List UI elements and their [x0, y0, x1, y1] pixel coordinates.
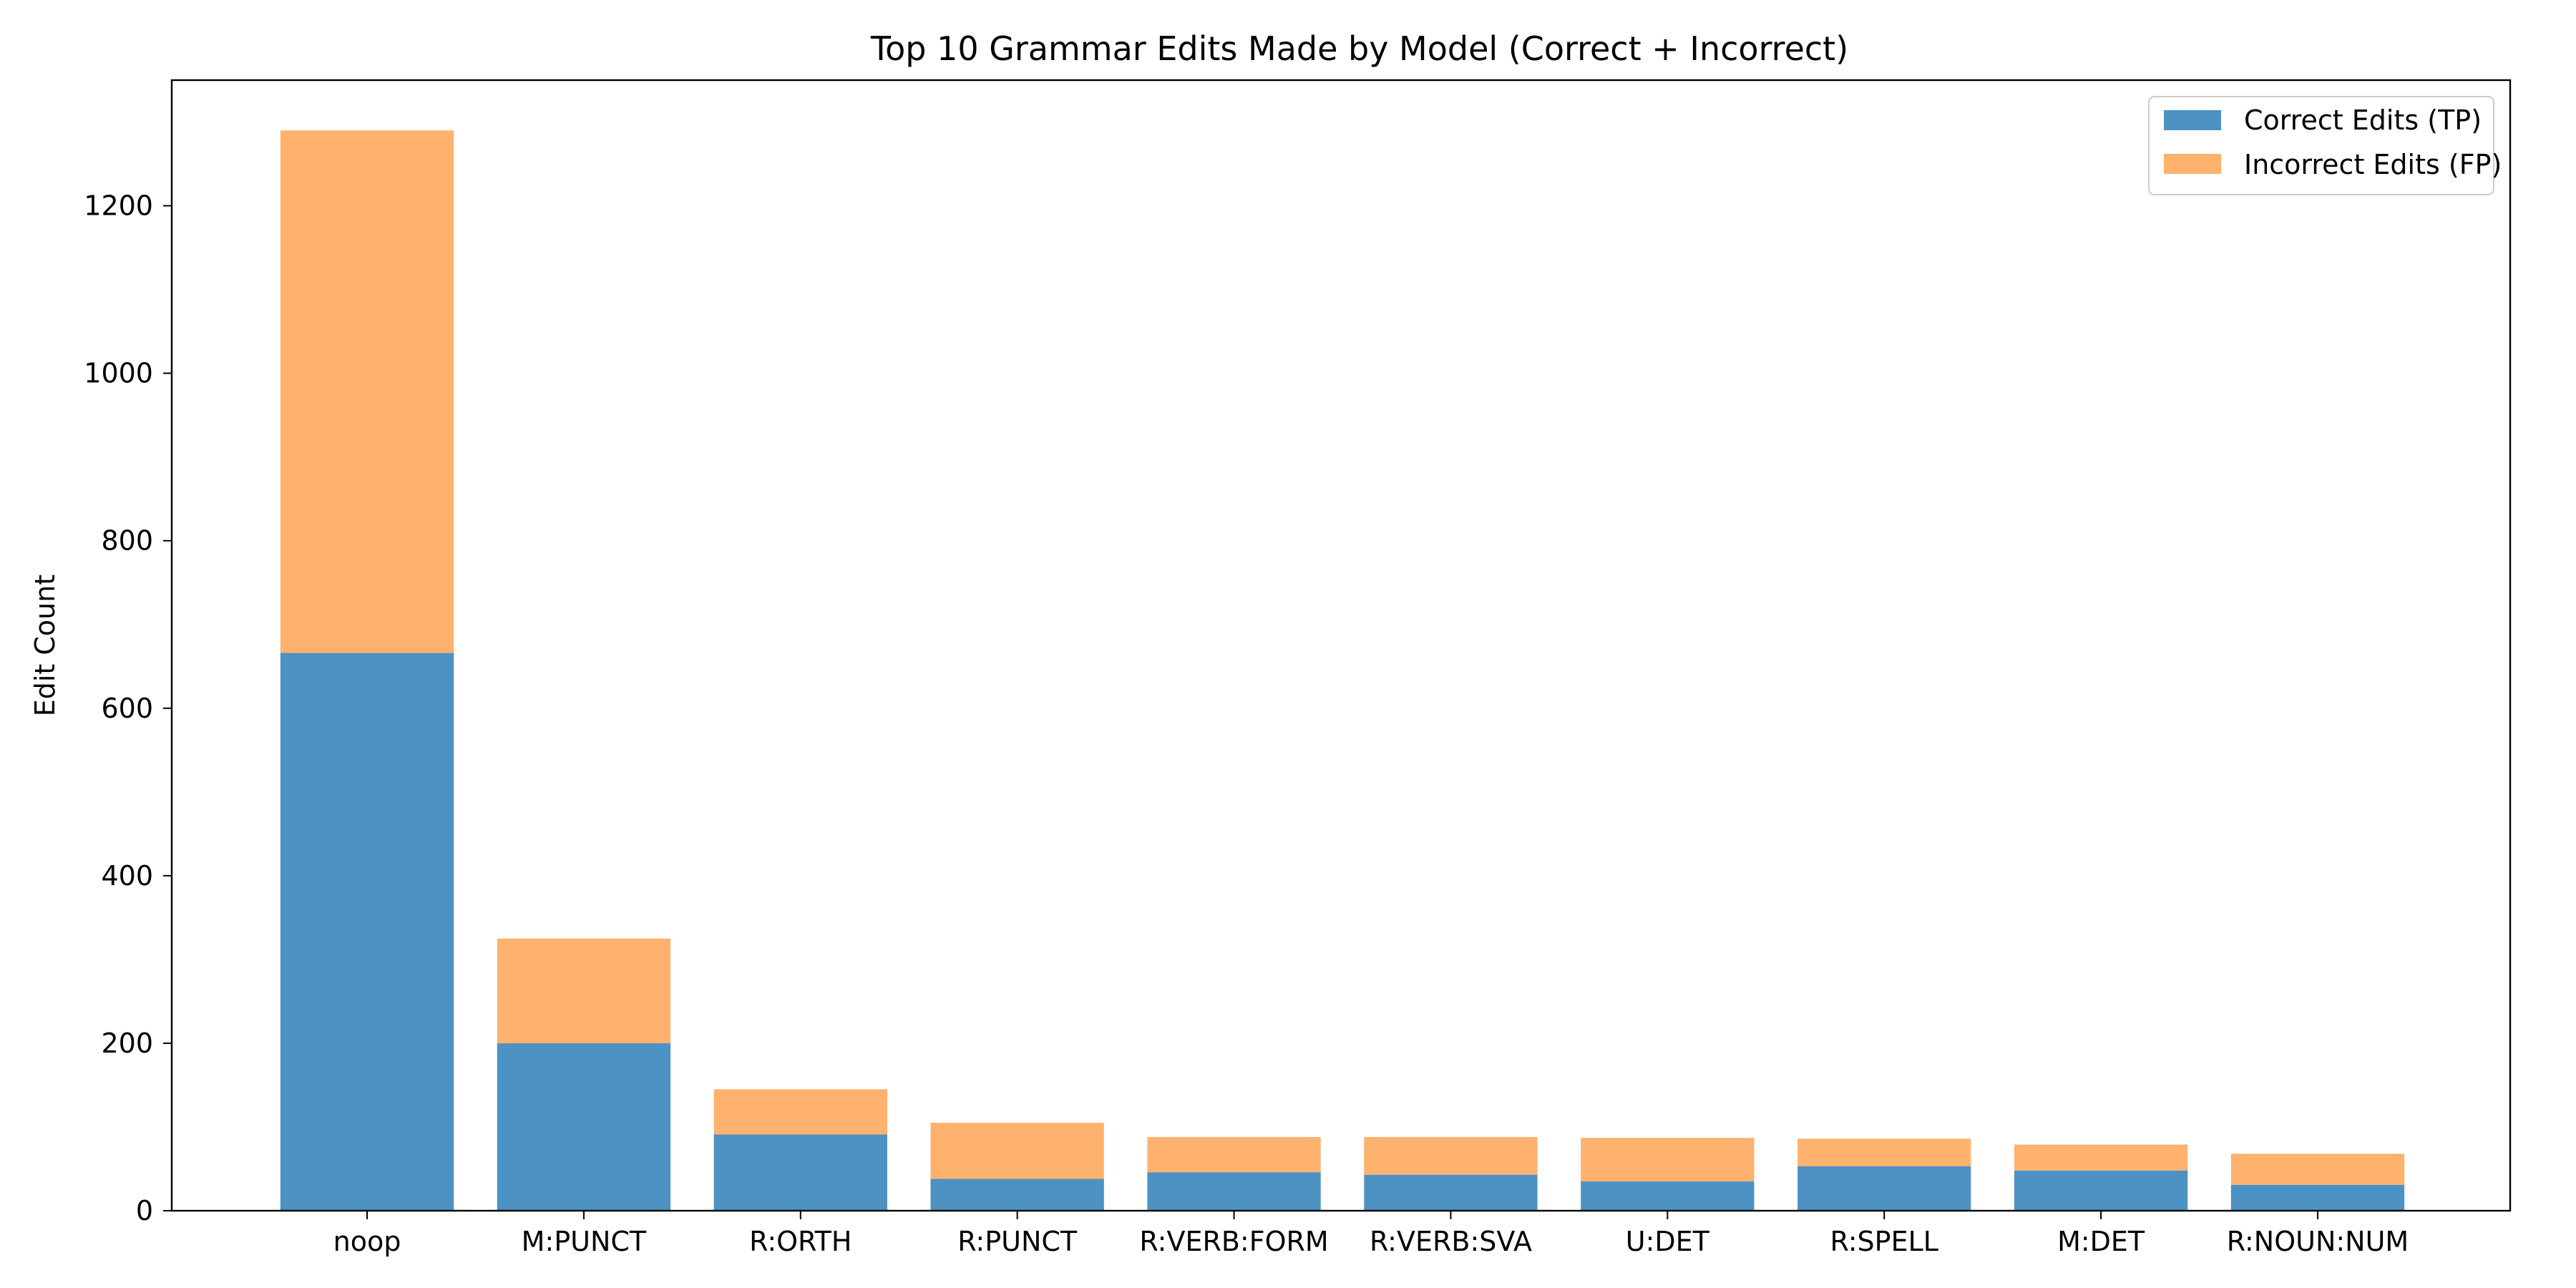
legend-swatch-correct-edits	[2164, 110, 2221, 130]
x-tick-label-u-det: U:DET	[1626, 1226, 1710, 1257]
x-tick-label-r-spell: R:SPELL	[1830, 1226, 1938, 1257]
legend-swatch-incorrect-edits	[2164, 154, 2221, 174]
bar-r-verb-sva-incorrect	[1364, 1137, 1538, 1175]
bar-r-verb-form-correct	[1147, 1172, 1321, 1211]
bar-r-spell-incorrect	[1797, 1138, 1971, 1166]
x-tick-label-r-orth: R:ORTH	[749, 1226, 852, 1257]
y-tick-label-600: 600	[101, 693, 153, 724]
bar-r-punct-incorrect	[930, 1123, 1104, 1179]
chart-title: Top 10 Grammar Edits Made by Model (Corr…	[870, 29, 1848, 68]
bar-r-orth-correct	[713, 1134, 887, 1211]
bar-m-punct-correct	[497, 1043, 671, 1211]
legend-label-correct-edits: Correct Edits (TP)	[2244, 104, 2482, 136]
y-tick-label-800: 800	[101, 525, 153, 557]
bar-r-orth-incorrect	[713, 1089, 887, 1135]
bar-u-det-correct	[1581, 1181, 1755, 1211]
y-axis-ticks: 0 200 400 600 800 1000 1200	[84, 190, 172, 1226]
x-tick-label-m-punct: M:PUNCT	[522, 1226, 647, 1257]
x-tick-label-r-verb-sva: R:VERB:SVA	[1370, 1226, 1532, 1257]
y-tick-label-400: 400	[101, 860, 153, 892]
bar-r-noun-num-incorrect	[2230, 1153, 2405, 1185]
y-tick-label-1000: 1000	[84, 358, 153, 389]
bar-r-noun-num-correct	[2230, 1184, 2405, 1211]
x-tick-label-m-det: M:DET	[2057, 1226, 2145, 1257]
y-axis-label: Edit Count	[29, 575, 61, 717]
bars-layer	[280, 130, 2405, 1211]
x-tick-label-r-verb-form: R:VERB:FORM	[1139, 1226, 1328, 1257]
bar-m-punct-incorrect	[497, 938, 671, 1043]
bar-u-det-incorrect	[1581, 1138, 1755, 1182]
legend-label-incorrect-edits: Incorrect Edits (FP)	[2244, 149, 2502, 180]
y-tick-label-1200: 1200	[84, 190, 153, 222]
x-axis-ticks: noop M:PUNCT R:ORTH R:PUNCT R:VERB:FORM R:VER…	[333, 1211, 2409, 1257]
y-tick-label-200: 200	[101, 1028, 153, 1059]
bar-r-punct-correct	[930, 1179, 1104, 1211]
bar-m-det-incorrect	[2014, 1144, 2188, 1171]
x-tick-label-noop: noop	[333, 1226, 401, 1257]
bar-noop-incorrect	[280, 130, 454, 653]
legend-box	[2148, 96, 2494, 195]
bar-r-verb-form-incorrect	[1147, 1137, 1321, 1173]
bar-noop-correct	[280, 653, 454, 1211]
bar-r-spell-correct	[1797, 1166, 1971, 1211]
x-tick-label-r-noun-num: R:NOUN:NUM	[2227, 1226, 2409, 1257]
legend: Correct Edits (TP) Incorrect Edits (FP)	[2148, 96, 2502, 195]
x-tick-label-r-punct: R:PUNCT	[957, 1226, 1078, 1257]
bar-r-verb-sva-correct	[1364, 1174, 1538, 1211]
plot-frame	[170, 79, 2512, 1212]
bar-m-det-correct	[2014, 1170, 2188, 1211]
y-tick-label-0: 0	[136, 1195, 153, 1226]
